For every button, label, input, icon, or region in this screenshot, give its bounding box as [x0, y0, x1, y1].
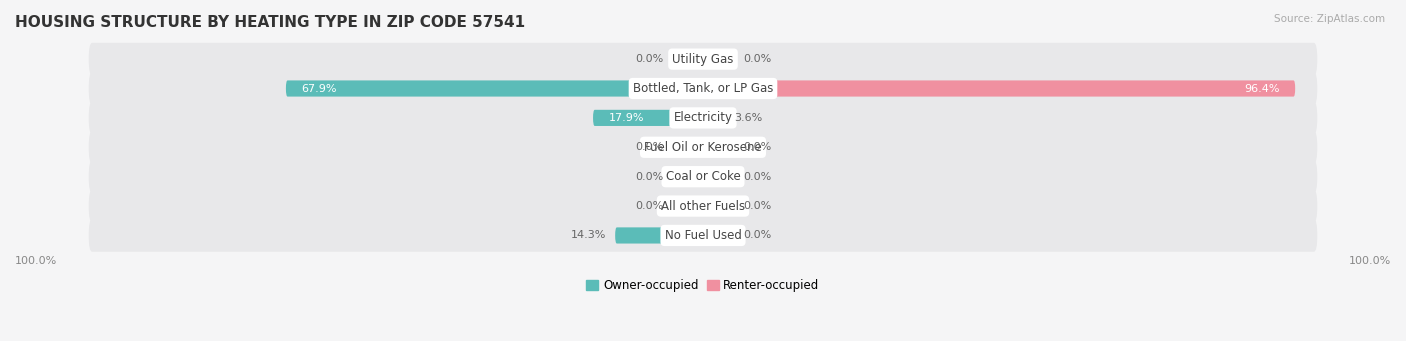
Text: 14.3%: 14.3%: [571, 231, 606, 240]
FancyBboxPatch shape: [703, 227, 734, 243]
FancyBboxPatch shape: [672, 168, 703, 185]
FancyBboxPatch shape: [703, 139, 734, 155]
Text: 67.9%: 67.9%: [301, 84, 337, 93]
Legend: Owner-occupied, Renter-occupied: Owner-occupied, Renter-occupied: [583, 277, 823, 295]
FancyBboxPatch shape: [672, 198, 703, 214]
Text: Electricity: Electricity: [673, 112, 733, 124]
FancyBboxPatch shape: [703, 110, 725, 126]
FancyBboxPatch shape: [89, 131, 1317, 164]
FancyBboxPatch shape: [703, 51, 734, 67]
FancyBboxPatch shape: [89, 160, 1317, 193]
Text: 17.9%: 17.9%: [609, 113, 644, 123]
Text: 100.0%: 100.0%: [15, 256, 58, 266]
Text: Coal or Coke: Coal or Coke: [665, 170, 741, 183]
FancyBboxPatch shape: [616, 227, 703, 243]
Text: All other Fuels: All other Fuels: [661, 199, 745, 212]
Text: 0.0%: 0.0%: [742, 54, 770, 64]
Text: 3.6%: 3.6%: [734, 113, 762, 123]
Text: No Fuel Used: No Fuel Used: [665, 229, 741, 242]
FancyBboxPatch shape: [703, 80, 1295, 97]
Text: HOUSING STRUCTURE BY HEATING TYPE IN ZIP CODE 57541: HOUSING STRUCTURE BY HEATING TYPE IN ZIP…: [15, 15, 524, 30]
Text: 0.0%: 0.0%: [636, 142, 664, 152]
Text: Bottled, Tank, or LP Gas: Bottled, Tank, or LP Gas: [633, 82, 773, 95]
FancyBboxPatch shape: [285, 80, 703, 97]
Text: Utility Gas: Utility Gas: [672, 53, 734, 65]
Text: 96.4%: 96.4%: [1244, 84, 1279, 93]
Text: 0.0%: 0.0%: [742, 231, 770, 240]
Text: Source: ZipAtlas.com: Source: ZipAtlas.com: [1274, 14, 1385, 24]
FancyBboxPatch shape: [703, 198, 734, 214]
Text: 0.0%: 0.0%: [636, 54, 664, 64]
FancyBboxPatch shape: [89, 72, 1317, 105]
Text: Fuel Oil or Kerosene: Fuel Oil or Kerosene: [644, 141, 762, 154]
FancyBboxPatch shape: [672, 51, 703, 67]
Text: 0.0%: 0.0%: [636, 172, 664, 182]
FancyBboxPatch shape: [89, 102, 1317, 134]
Text: 0.0%: 0.0%: [742, 142, 770, 152]
FancyBboxPatch shape: [89, 219, 1317, 252]
FancyBboxPatch shape: [672, 139, 703, 155]
FancyBboxPatch shape: [703, 168, 734, 185]
FancyBboxPatch shape: [89, 190, 1317, 222]
FancyBboxPatch shape: [89, 43, 1317, 75]
Text: 0.0%: 0.0%: [742, 172, 770, 182]
Text: 100.0%: 100.0%: [1348, 256, 1391, 266]
Text: 0.0%: 0.0%: [742, 201, 770, 211]
FancyBboxPatch shape: [593, 110, 703, 126]
Text: 0.0%: 0.0%: [636, 201, 664, 211]
